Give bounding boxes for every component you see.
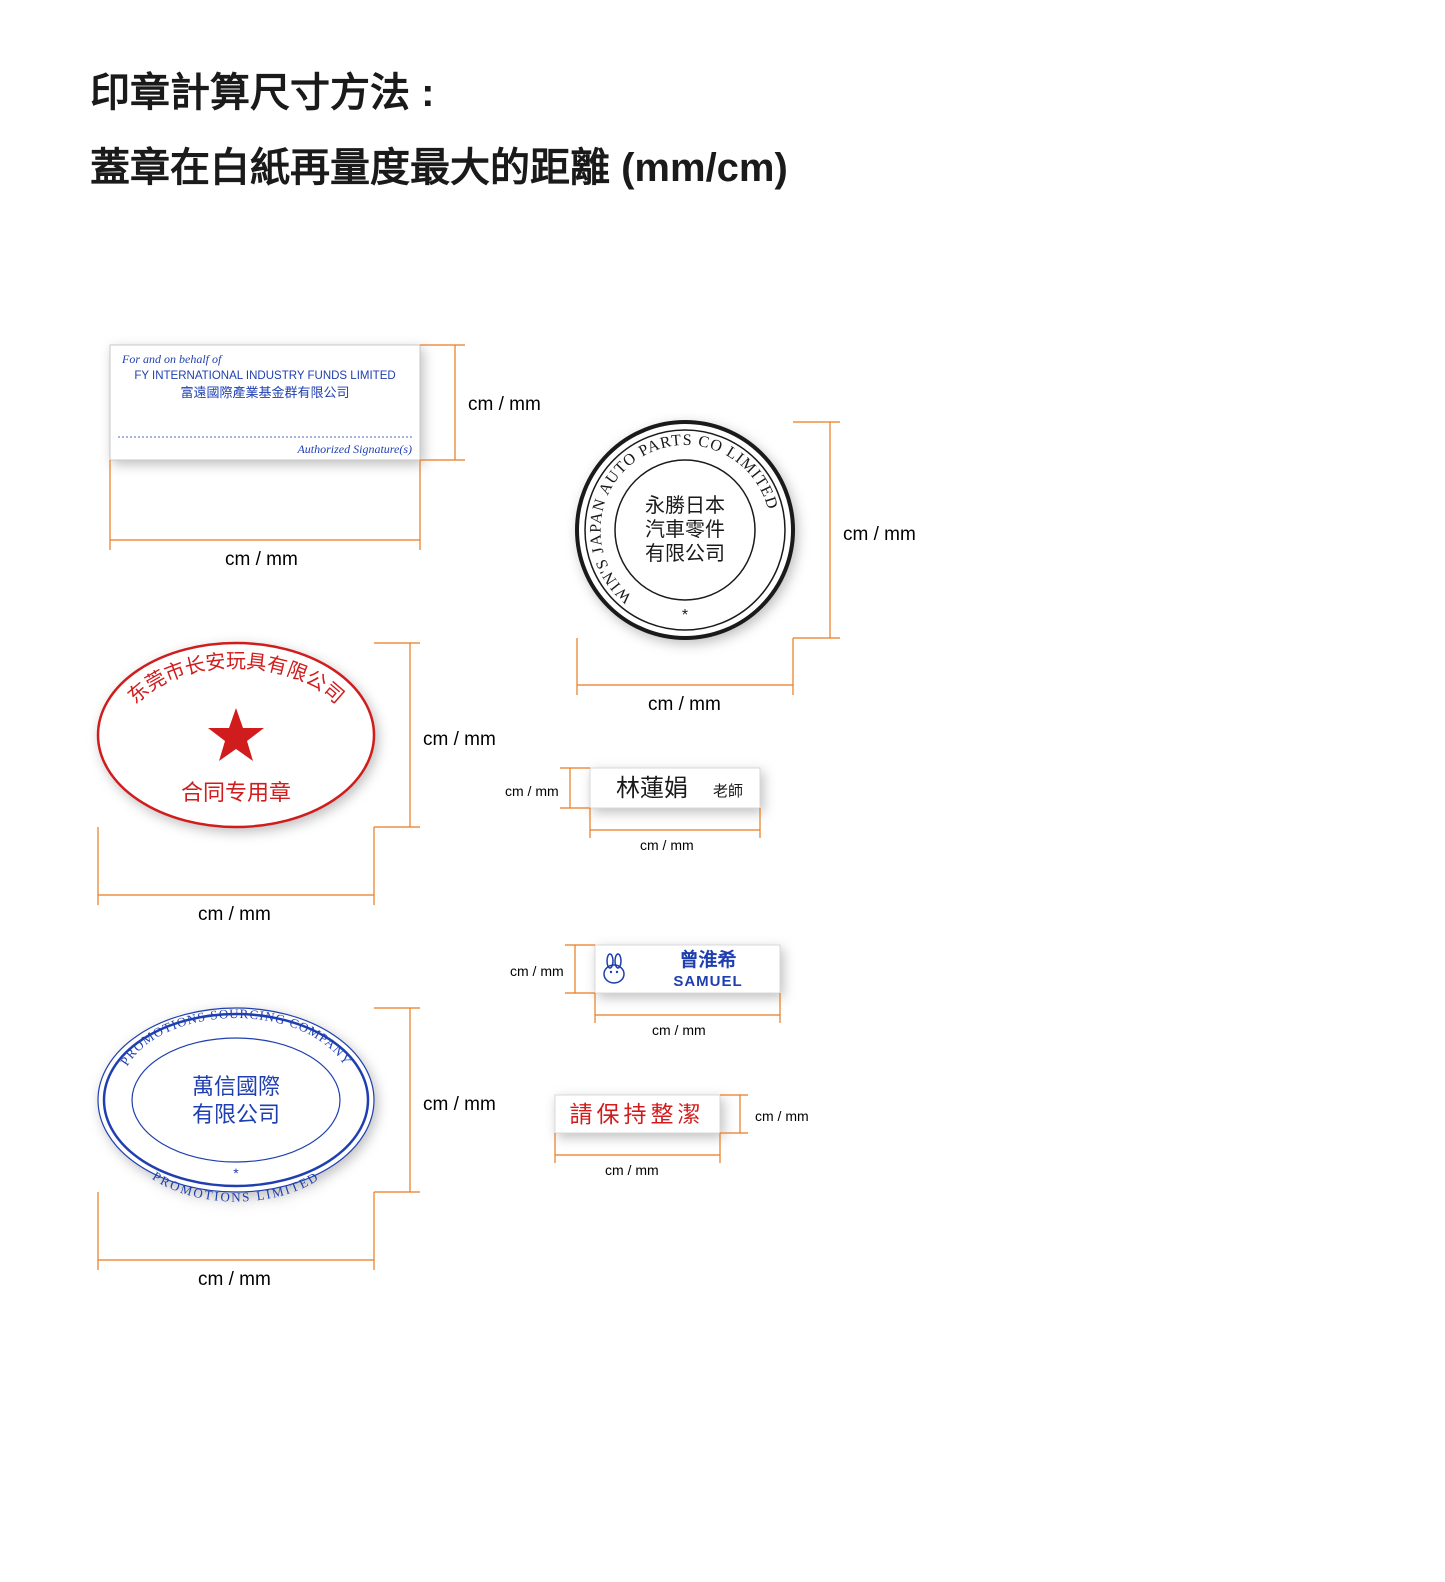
dim-label: cm / mm — [468, 394, 541, 415]
asterisk-icon: * — [682, 607, 688, 624]
dim-label: cm / mm — [843, 524, 916, 545]
stamp-oval-red: 东莞市长安玩具有限公司 合同专用章 — [98, 643, 374, 827]
stamp-rectangle: For and on behalf of FY INTERNATIONAL IN… — [110, 345, 420, 460]
stamp-small-2: 曾淮希 SAMUEL — [595, 945, 780, 993]
circle-c3: 有限公司 — [645, 542, 725, 565]
circle-c1: 永勝日本 — [645, 494, 725, 517]
stamp-oval-blue: PROMOTIONS SOURCING COMPANY PROMOTIONS L… — [98, 1006, 374, 1205]
rect-text-3: 富遠國際產業基金群有限公司 — [180, 385, 349, 400]
small3-main: 請保持整潔 — [570, 1102, 705, 1127]
oval-blue-c2: 有限公司 — [192, 1102, 280, 1127]
rect-text-4: Authorized Signature(s) — [296, 442, 412, 456]
diagram-canvas: For and on behalf of FY INTERNATIONAL IN… — [0, 0, 1445, 1582]
small2-sub: SAMUEL — [673, 973, 742, 990]
circle-c2: 汽車零件 — [645, 518, 725, 541]
rect-text-1: For and on behalf of — [121, 352, 223, 366]
dim-label: cm / mm — [755, 1108, 809, 1124]
rect-text-2: FY INTERNATIONAL INDUSTRY FUNDS LIMITED — [134, 370, 395, 382]
dim-label: cm / mm — [640, 837, 694, 853]
dim-label: cm / mm — [652, 1022, 706, 1038]
dim-label: cm / mm — [198, 1269, 271, 1290]
asterisk-icon: * — [233, 1165, 239, 1181]
dim-label: cm / mm — [198, 904, 271, 925]
dim-label: cm / mm — [605, 1162, 659, 1178]
stamp-small-3: 請保持整潔 — [555, 1095, 720, 1133]
oval-blue-c1: 萬信國際 — [192, 1074, 280, 1099]
small2-main: 曾淮希 — [679, 948, 736, 971]
dim-label: cm / mm — [423, 1094, 496, 1115]
stamp-small-1: 林蓮娟 老師 — [590, 768, 760, 808]
dim-label: cm / mm — [423, 729, 496, 750]
dim-label: cm / mm — [505, 783, 559, 799]
dim-label: cm / mm — [225, 549, 298, 570]
dim-label: cm / mm — [648, 694, 721, 715]
small1-sub: 老師 — [713, 783, 743, 800]
oval-red-center: 合同专用章 — [181, 780, 291, 805]
small1-main: 林蓮娟 — [616, 775, 688, 802]
dim-label: cm / mm — [510, 963, 564, 979]
stamp-circle-black: WIN'S JAPAN AUTO PARTS CO LIMITED 永勝日本 汽… — [577, 422, 793, 638]
